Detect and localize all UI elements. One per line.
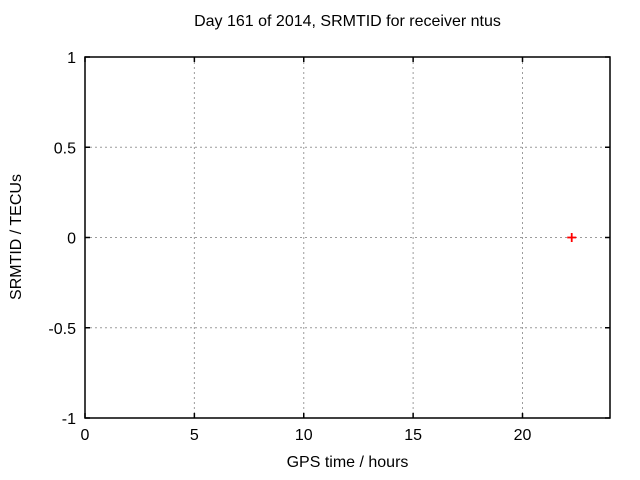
x-tick-label: 20 xyxy=(514,427,532,444)
y-tick-label: 1 xyxy=(67,50,76,67)
y-tick-label: 0 xyxy=(67,231,76,248)
chart-title: Day 161 of 2014, SRMTID for receiver ntu… xyxy=(194,13,501,30)
x-tick-label: 5 xyxy=(190,427,199,444)
x-tick-label: 10 xyxy=(295,427,313,444)
y-tick-label: -0.5 xyxy=(48,321,76,338)
x-tick-label: 15 xyxy=(404,427,422,444)
y-tick-label: 0.5 xyxy=(54,140,76,157)
x-axis-label: GPS time / hours xyxy=(286,454,409,471)
y-tick-label: -1 xyxy=(62,411,76,428)
x-tick-label: 0 xyxy=(81,427,90,444)
